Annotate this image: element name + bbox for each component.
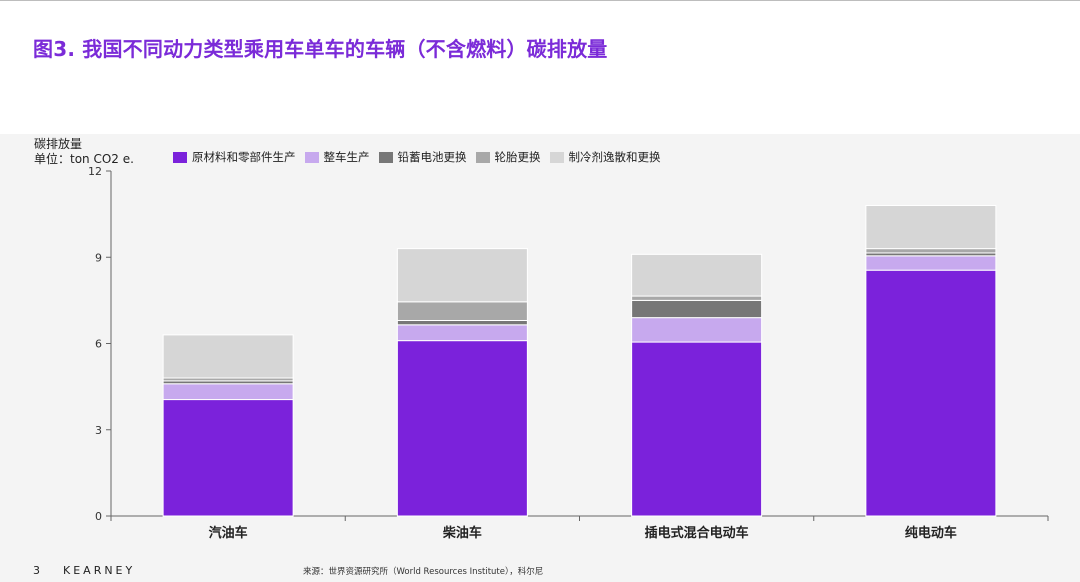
legend-item-refrigerant: 制冷剂逸散和更换 xyxy=(549,149,661,165)
page-title: 图3. 我国不同动力类型乘用车单车的车辆（不含燃料）碳排放量 xyxy=(33,37,608,61)
y-tick-label: 12 xyxy=(88,165,102,178)
bar-segment xyxy=(396,301,528,321)
page-number: 3 xyxy=(33,564,40,577)
bar-segment xyxy=(631,317,763,343)
legend-swatch xyxy=(549,151,564,163)
bar-segment xyxy=(396,320,528,326)
legend-item-battery-replacement: 铅蓄电池更换 xyxy=(378,149,467,165)
bar-segment xyxy=(865,205,997,250)
top-rule xyxy=(0,0,1080,1)
y-tick-label: 9 xyxy=(95,251,102,264)
legend-item-tire-replacement: 轮胎更换 xyxy=(475,149,541,165)
y-axis-label-block: 碳排放量 单位：ton CO2 e. xyxy=(34,137,134,167)
bar-segment xyxy=(631,253,763,297)
y-tick-label: 0 xyxy=(95,510,102,523)
bar-segment xyxy=(162,383,294,401)
legend-swatch xyxy=(173,151,187,163)
legend-item-vehicle-production: 整车生产 xyxy=(304,149,370,165)
x-category-label: 柴油车 xyxy=(442,525,482,541)
source-note: 来源：世界资源研究所（World Resources Institute），科尔… xyxy=(303,567,544,577)
bar-segment xyxy=(162,399,294,517)
y-axis-unit: 单位：ton CO2 e. xyxy=(34,152,134,166)
legend-swatch xyxy=(378,151,393,163)
bar-segment xyxy=(396,324,528,342)
chart-legend: 原材料和零部件生产 整车生产 铅蓄电池更换 轮胎更换 制冷剂逸散和更换 xyxy=(173,149,670,165)
bar-segment xyxy=(631,341,763,517)
bar-segment xyxy=(865,248,997,254)
x-category-label: 汽油车 xyxy=(209,525,248,541)
legend-label: 轮胎更换 xyxy=(494,150,541,164)
legend-label: 铅蓄电池更换 xyxy=(397,150,467,164)
legend-label: 制冷剂逸散和更换 xyxy=(568,150,661,164)
legend-swatch xyxy=(304,151,319,163)
legend-item-materials: 原材料和零部件生产 xyxy=(173,149,296,165)
legend-label: 原材料和零部件生产 xyxy=(192,150,296,164)
bar-segment xyxy=(396,340,528,517)
y-axis-label: 碳排放量 xyxy=(34,137,83,151)
bar-segment xyxy=(865,255,997,271)
bar-segment xyxy=(396,248,528,303)
y-tick-label: 6 xyxy=(95,338,102,351)
bar-segment xyxy=(865,269,997,517)
legend-swatch xyxy=(475,151,490,163)
x-category-label: 插电式混合电动车 xyxy=(645,525,749,541)
bar-segment xyxy=(631,299,763,319)
x-category-label: 纯电动车 xyxy=(905,525,957,541)
bar-segment xyxy=(162,334,294,379)
y-tick-label: 3 xyxy=(95,424,102,437)
legend-label: 整车生产 xyxy=(323,150,370,164)
brand-logo-text: KEARNEY xyxy=(63,564,136,577)
bar-segment xyxy=(631,295,763,301)
